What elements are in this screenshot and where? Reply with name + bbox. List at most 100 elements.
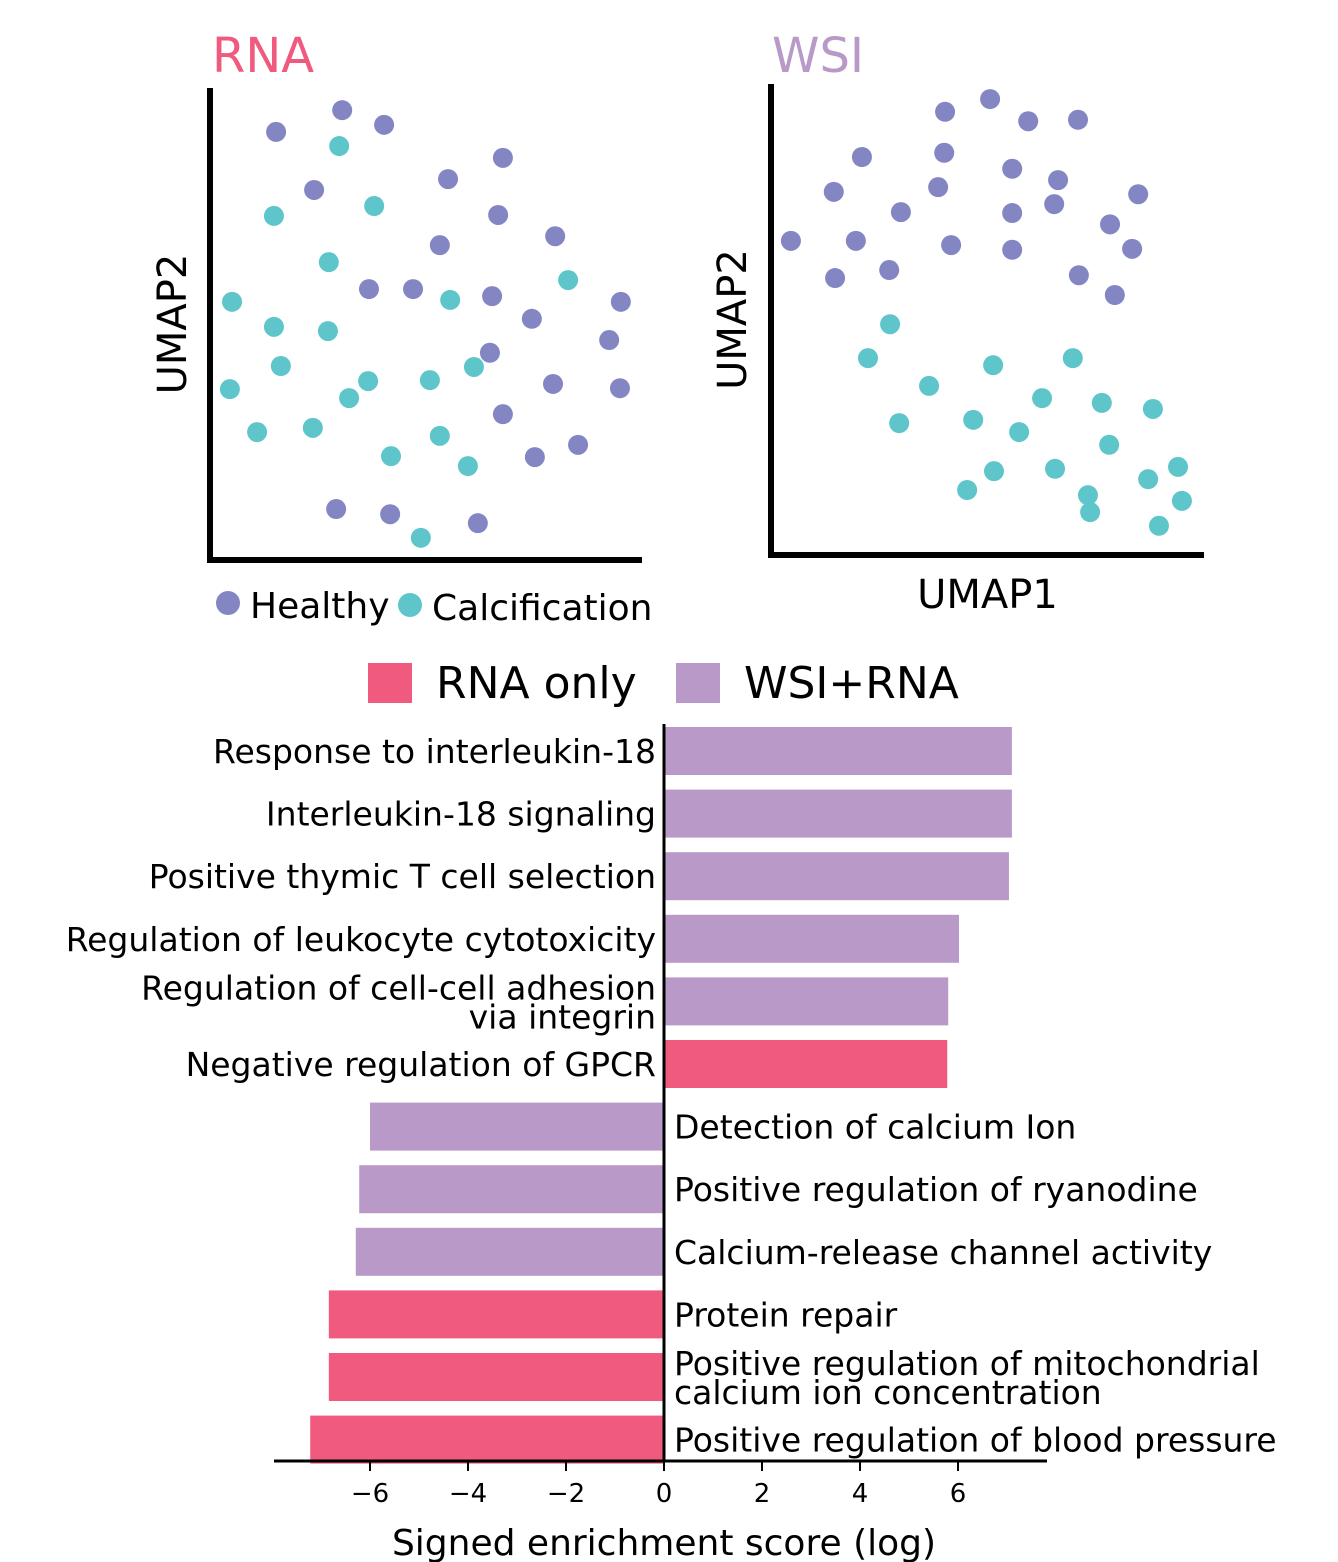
wsi-point-calcification	[1062, 348, 1083, 369]
legend-wsi-rna-swatch	[676, 663, 720, 703]
bar-label: Regulation of leukocyte cytotoxicity	[66, 920, 656, 959]
rna-point-calcification	[318, 252, 339, 273]
rna-point-calcification	[558, 270, 579, 291]
wsi-point-healthy	[825, 268, 846, 289]
wsi-point-calcification	[889, 413, 910, 434]
bar	[664, 977, 949, 1026]
rna-point-healthy	[543, 373, 564, 394]
rna-point-calcification	[339, 388, 360, 409]
bar-label: Negative regulation of GPCR	[186, 1045, 656, 1084]
wsi-point-calcification	[1045, 458, 1066, 479]
wsi-point-healthy	[879, 260, 900, 281]
bar	[664, 1040, 948, 1088]
wsi-point-calcification	[983, 355, 1004, 376]
wsi-point-healthy	[1044, 194, 1065, 215]
legend-healthy-label: Healthy	[250, 586, 390, 627]
wsi-point-healthy	[890, 202, 911, 223]
wsi-point-calcification	[1138, 469, 1159, 490]
x-axis-label: Signed enrichment score (log)	[392, 1523, 936, 1562]
rna-point-calcification	[419, 370, 440, 391]
rna-point-calcification	[302, 417, 323, 438]
rna-point-healthy	[599, 330, 620, 351]
wsi-point-calcification	[880, 314, 901, 335]
rna-point-healthy	[467, 513, 488, 534]
bar-label: Positive regulation of blood pressure	[674, 1421, 1277, 1460]
bar-label: Positive thymic T cell selection	[149, 857, 656, 896]
x-tick-label: −6	[351, 1479, 389, 1509]
x-tick-label: 0	[656, 1479, 673, 1509]
bar	[310, 1415, 664, 1464]
wsi-point-healthy	[851, 147, 872, 168]
wsi-point-healthy	[1122, 238, 1143, 259]
x-tick-label: −4	[449, 1479, 487, 1509]
wsi-point-calcification	[1168, 456, 1189, 477]
wsi-point-healthy	[934, 142, 955, 163]
bar	[355, 1227, 664, 1276]
legend-healthy-marker	[216, 591, 240, 615]
rna-point-calcification	[358, 371, 379, 392]
wsi-ylabel: UMAP2	[710, 249, 756, 390]
wsi-point-healthy	[845, 230, 866, 251]
x-tick-label: −2	[547, 1479, 585, 1509]
wsi-point-calcification	[1032, 388, 1053, 409]
bar	[359, 1165, 664, 1214]
rna-point-healthy	[266, 121, 287, 142]
wsi-point-healthy	[935, 101, 956, 122]
bar-label: Calcium-release channel activity	[674, 1233, 1212, 1272]
wsi-point-calcification	[857, 348, 878, 369]
wsi-point-healthy	[941, 235, 962, 256]
wsi-title: WSI	[772, 28, 864, 84]
rna-ylabel: UMAP2	[150, 254, 196, 395]
wsi-point-calcification	[1091, 392, 1112, 413]
rna-point-healthy	[479, 342, 500, 363]
rna-point-healthy	[609, 378, 630, 399]
bar-label: Detection of calcium Ion	[674, 1108, 1076, 1147]
wsi-point-healthy	[1128, 184, 1149, 205]
bar	[328, 1290, 664, 1339]
wsi-point-calcification	[957, 480, 978, 501]
rna-point-healthy	[304, 179, 325, 200]
rna-point-calcification	[329, 136, 350, 157]
wsi-point-healthy	[1068, 265, 1089, 286]
wsi-point-calcification	[1077, 485, 1098, 506]
wsi-point-healthy	[823, 181, 844, 202]
rna-point-healthy	[326, 499, 347, 520]
wsi-point-calcification	[983, 461, 1004, 482]
wsi-point-healthy	[1018, 111, 1039, 132]
wsi-point-calcification	[1148, 515, 1169, 536]
wsi-point-calcification	[1009, 422, 1030, 443]
bar	[664, 789, 1012, 838]
bar	[664, 852, 1009, 901]
wsi-point-healthy	[1002, 239, 1023, 260]
legend-wsi-rna-label: WSI+RNA	[744, 658, 959, 709]
rna-point-healthy	[524, 447, 545, 468]
wsi-point-healthy	[928, 177, 949, 198]
wsi-point-healthy	[1100, 214, 1121, 235]
bar	[370, 1102, 664, 1151]
rna-point-calcification	[263, 205, 284, 226]
rna-point-calcification	[457, 456, 478, 477]
x-tick-label: 6	[950, 1479, 967, 1509]
rna-point-calcification	[364, 196, 385, 216]
legend-rna-only-label: RNA only	[436, 658, 637, 709]
wsi-point-healthy	[1048, 170, 1069, 191]
wsi-point-calcification	[963, 409, 984, 430]
legend-calcification-marker	[398, 593, 422, 617]
bar-label: Positive regulation of ryanodine	[674, 1170, 1198, 1209]
wsi-xlabel: UMAP1	[917, 572, 1058, 618]
rna-point-calcification	[219, 379, 240, 400]
bar	[664, 727, 1012, 775]
rna-point-healthy	[482, 286, 503, 307]
rna-point-calcification	[463, 356, 484, 377]
bar	[328, 1353, 664, 1401]
legend-calcification-label: Calcification	[432, 588, 652, 629]
x-tick-label: 4	[852, 1479, 869, 1509]
wsi-point-calcification	[1099, 434, 1120, 455]
rna-point-healthy	[521, 308, 542, 329]
rna-point-calcification	[270, 356, 291, 377]
rna-point-healthy	[488, 204, 509, 225]
bar-label: Positive regulation of mitochondrial	[674, 1344, 1260, 1383]
rna-point-calcification	[381, 446, 402, 467]
bar	[664, 914, 959, 963]
